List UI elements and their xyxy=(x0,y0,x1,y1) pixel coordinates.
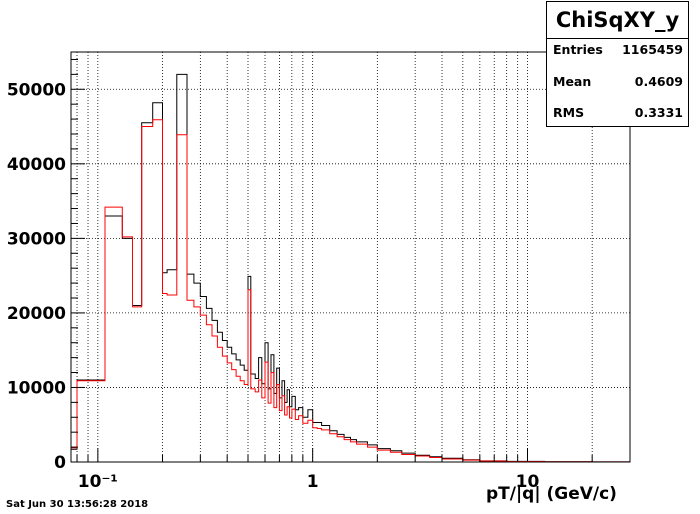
y-tick-label: 0 xyxy=(54,453,66,473)
timestamp-footer: Sat Jun 30 13:56:28 2018 xyxy=(6,499,149,510)
stats-label: Entries xyxy=(553,42,603,57)
stats-title: ChiSqXY_y xyxy=(547,2,688,39)
series-line-0 xyxy=(71,73,630,463)
x-axis-title: pT/|q| (GeV/c) xyxy=(486,484,617,504)
axis-ticks xyxy=(71,58,631,463)
stats-value: 1165459 xyxy=(622,42,683,57)
y-tick-label: 10000 xyxy=(7,378,66,398)
stats-box: ChiSqXY_y Entries 1165459 Mean 0.4609 RM… xyxy=(546,1,689,127)
plot-frame xyxy=(70,51,631,463)
stats-label: Mean xyxy=(553,74,592,89)
y-tick-label: 20000 xyxy=(7,304,66,324)
x-tick-label: 1 xyxy=(307,472,319,492)
axis-tick-labels: 0 10000 20000 30000 40000 50000 10⁻¹ 1 10 xyxy=(7,80,540,492)
stats-value: 0.4609 xyxy=(634,74,683,89)
series-layer xyxy=(71,73,630,463)
y-tick-label: 40000 xyxy=(7,155,66,175)
stats-value: 0.3331 xyxy=(634,105,683,120)
x-tick-label: 10⁻¹ xyxy=(78,472,118,492)
y-tick-label: 50000 xyxy=(7,80,66,100)
series-line-1 xyxy=(71,119,630,463)
stats-label: RMS xyxy=(553,105,585,120)
x-tick-label: 10 xyxy=(516,472,540,492)
y-tick-label: 30000 xyxy=(7,229,66,249)
